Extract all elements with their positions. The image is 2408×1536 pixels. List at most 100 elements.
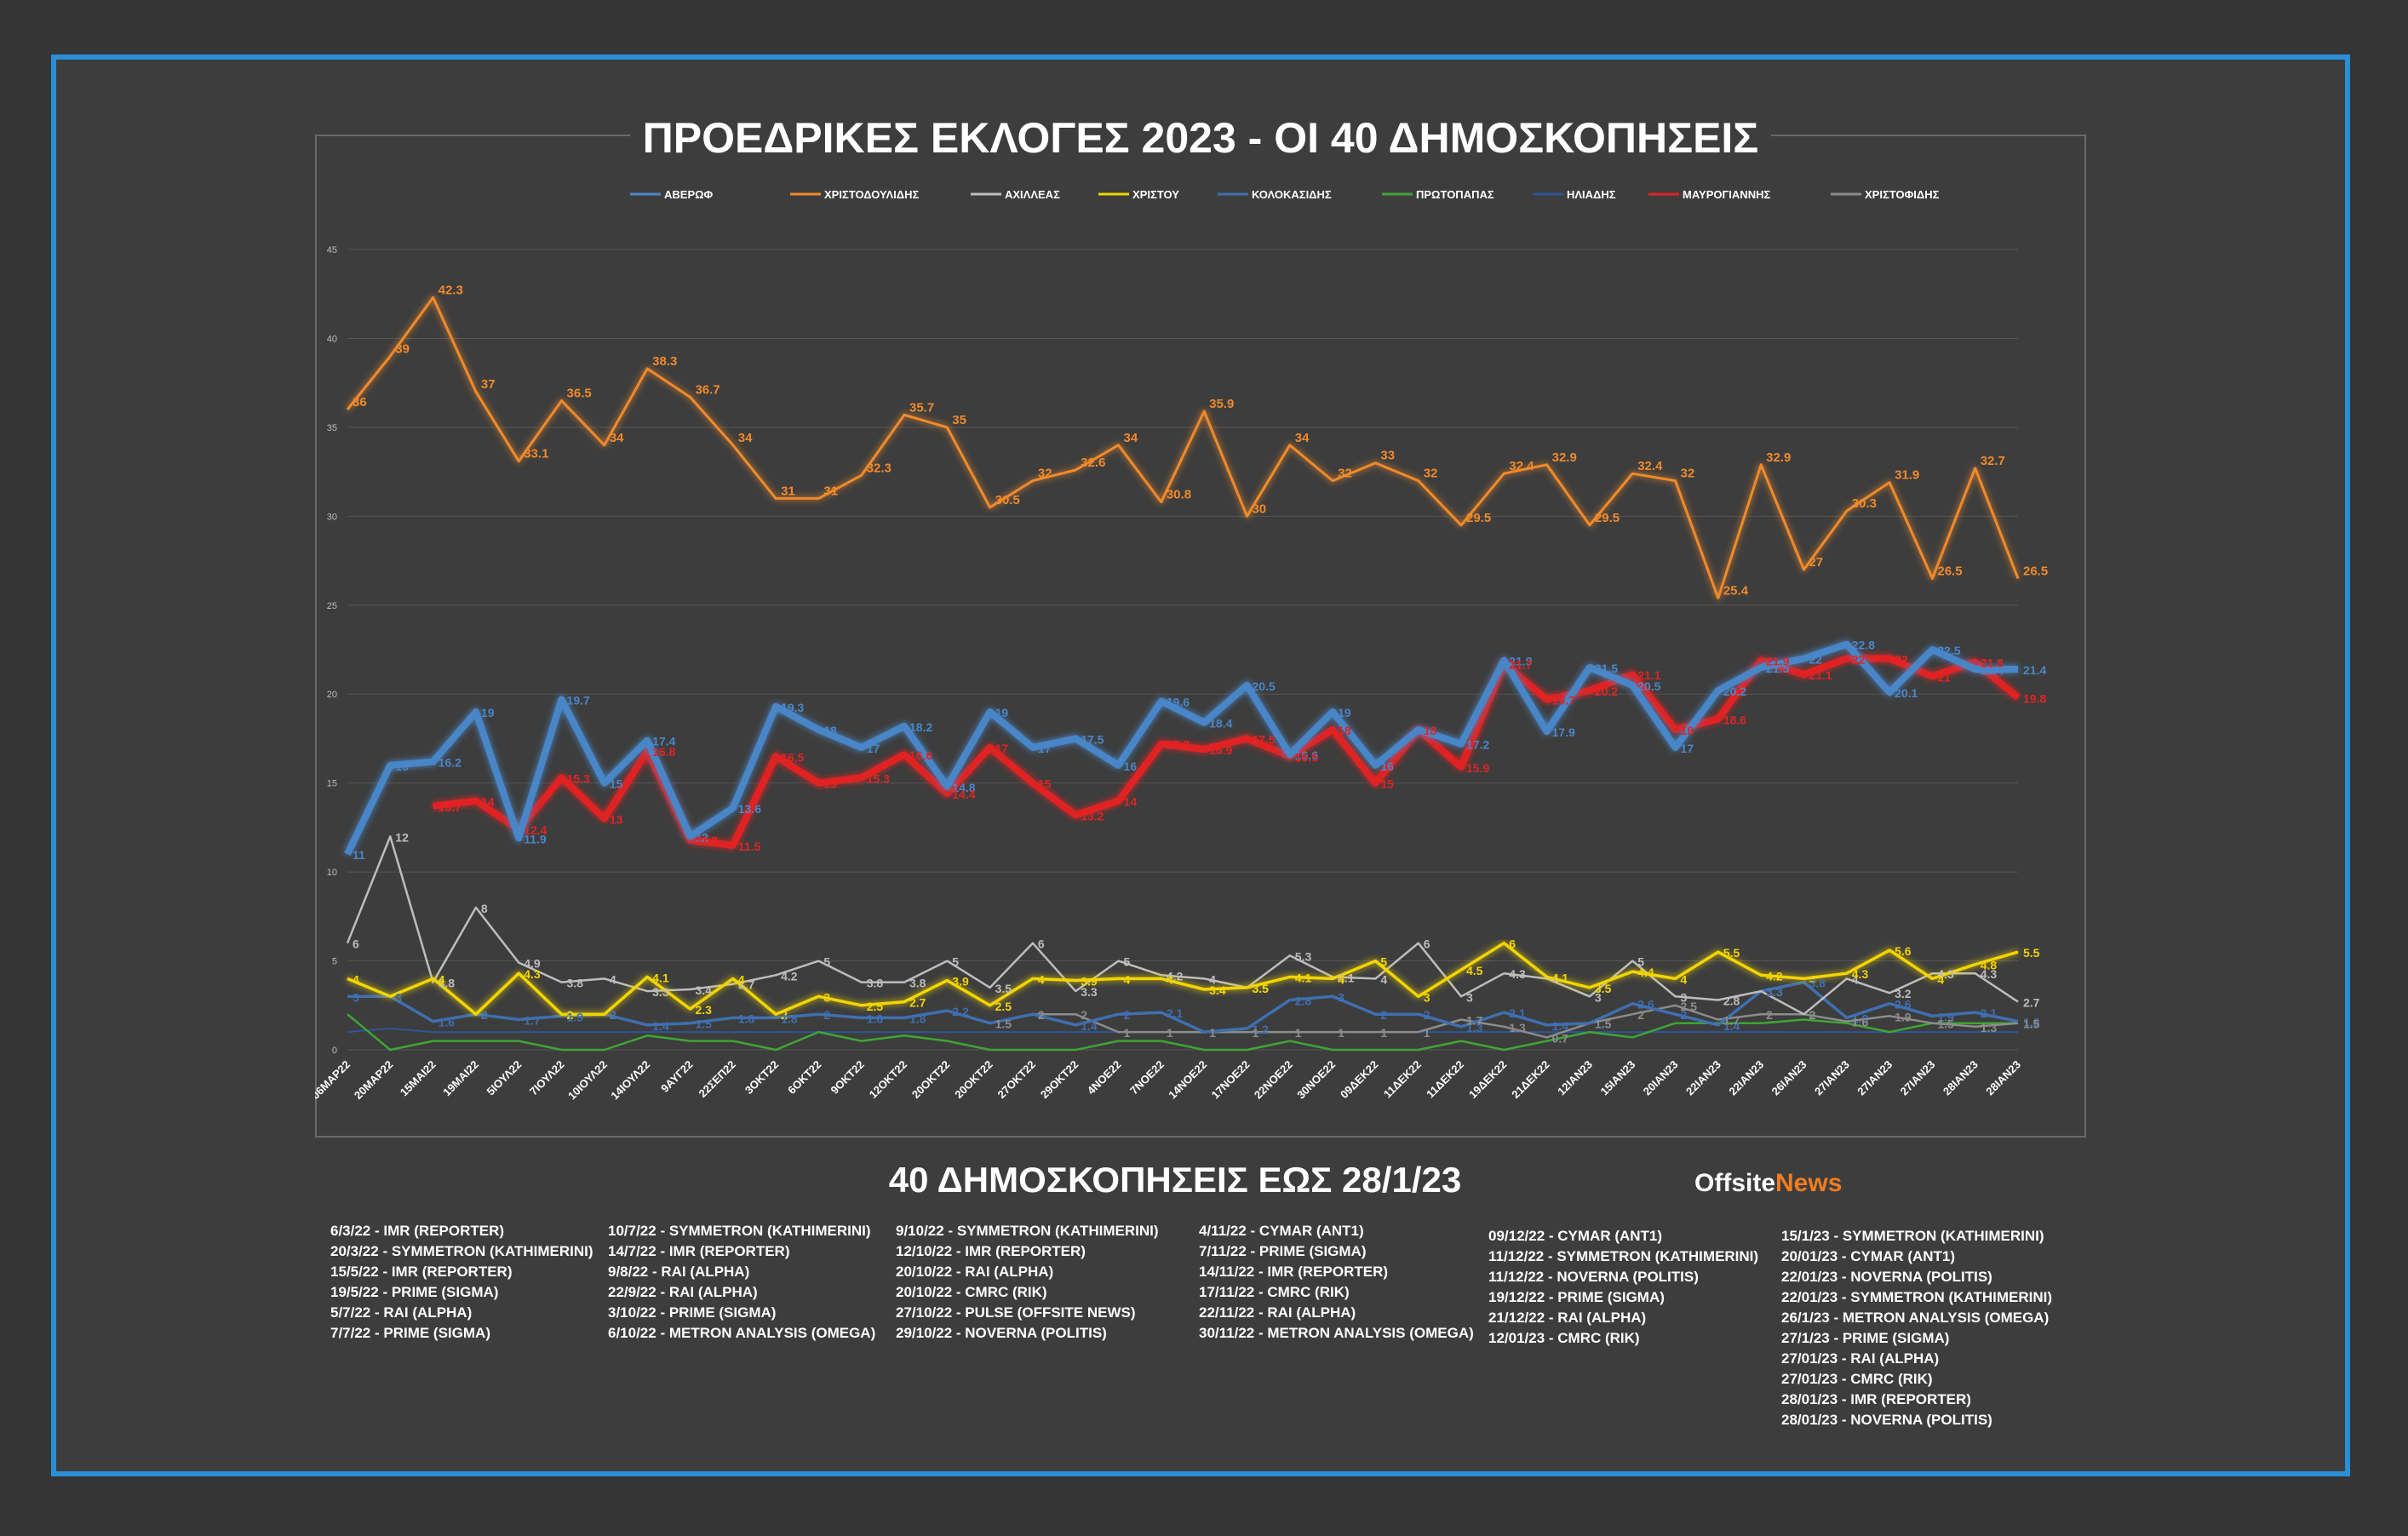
data-label: 3 [1681, 990, 1688, 1004]
data-label: 22 [1895, 652, 1908, 666]
x-tick-label: 4ΝΟΕ22 [1085, 1058, 1124, 1098]
data-label: 4.1 [1295, 971, 1312, 984]
data-label: 3.4 [1209, 983, 1226, 997]
poll-column: 9/10/22 - SYMMETRON (KATHIMERINI) 12/10/2… [896, 1221, 1159, 1344]
x-tick-label: 12ΟΚΤ22 [867, 1058, 909, 1101]
data-label: 4.4 [1637, 966, 1654, 979]
data-label: 15.9 [1466, 761, 1489, 775]
data-label: 21.1 [1637, 668, 1660, 682]
data-label: 5.6 [1895, 944, 1912, 958]
data-label: 1.5 [1937, 1017, 1954, 1031]
data-label: 1.5 [1595, 1017, 1612, 1031]
data-label: 1.9 [567, 1010, 584, 1023]
poll-entry: 15/1/23 - SYMMETRON (KATHIMERINI) [1781, 1228, 2044, 1244]
data-label: 1.5 [2023, 1017, 2040, 1031]
data-label: 2 [1637, 1008, 1644, 1022]
x-tick-label: 22ΣΕΠ22 [697, 1058, 738, 1100]
data-label: 34 [1124, 431, 1138, 445]
legend-item: ΑΒΕΡΩΦ [664, 188, 714, 201]
data-label: 17.2 [1466, 738, 1489, 752]
poll-entry: 7/7/22 - PRIME (SIGMA) [330, 1325, 490, 1341]
data-label: 21.8 [1981, 656, 2004, 670]
x-tick-label: 22ΝΟΕ22 [1252, 1058, 1295, 1102]
data-label: 3 [1424, 990, 1430, 1004]
poll-entry: 28/01/23 - IMR (REPORTER) [1781, 1391, 1971, 1407]
data-label: 1 [1124, 1026, 1131, 1040]
data-label: 16.6 [1295, 748, 1318, 762]
x-tick-label: 30ΝΟΕ22 [1294, 1058, 1338, 1102]
poll-entry: 10/7/22 - SYMMETRON (KATHIMERINI) [608, 1223, 871, 1239]
poll-entry: 15/5/22 - IMR (REPORTER) [330, 1264, 513, 1280]
data-label: 42.3 [439, 283, 463, 297]
data-label: 32.4 [1509, 459, 1534, 473]
data-label: 17 [995, 742, 1009, 755]
poll-column: 09/12/22 - CYMAR (ANT1) 11/12/22 - SYMMET… [1488, 1226, 1758, 1349]
x-tick-label: 06ΜΑΡ22 [315, 1058, 353, 1102]
series-line [346, 835, 2019, 1016]
data-label: 12.4 [524, 823, 547, 837]
data-label: 1 [1167, 1026, 1173, 1040]
x-tick-label: 27ΙΑΝ23 [1812, 1058, 1852, 1098]
data-label: 0.7 [1552, 1031, 1569, 1045]
data-label: 32.3 [867, 461, 892, 475]
poll-entry: 21/12/22 - RAI (ALPHA) [1488, 1310, 1647, 1326]
data-label: 21.9 [1509, 655, 1532, 668]
data-label: 1.5 [995, 1017, 1012, 1031]
data-label: 17 [1681, 742, 1694, 755]
data-label: 30.3 [1852, 496, 1877, 511]
data-label: 4.2 [781, 969, 798, 983]
data-label: 17 [867, 742, 880, 755]
data-label: 31.9 [1895, 468, 1919, 483]
poll-entry: 26/1/23 - METRON ANALYSIS (OMEGA) [1781, 1310, 2050, 1326]
x-tick-label: 3ΟΚΤ22 [742, 1058, 781, 1097]
x-tick-label: 28ΙΑΝ23 [1983, 1058, 2023, 1098]
data-label: 19.7 [567, 693, 590, 707]
poll-entry: 28/01/23 - NOVERNA (POLITIS) [1781, 1412, 1992, 1428]
data-label: 32 [1681, 467, 1695, 481]
data-label: 32.6 [1081, 456, 1105, 470]
data-label: 4 [439, 972, 445, 986]
data-label: 15 [610, 777, 623, 791]
poll-entry: 22/01/23 - SYMMETRON (KATHIMERINI) [1781, 1289, 2053, 1305]
data-label: 8 [481, 902, 488, 915]
data-label: 15 [1038, 777, 1052, 791]
data-label: 34 [738, 431, 753, 445]
data-label: 4.8 [1981, 959, 1998, 972]
data-label: 2.5 [867, 1000, 884, 1013]
poll-entry: 11/12/22 - NOVERNA (POLITIS) [1488, 1269, 1699, 1285]
poll-entry: 3/10/22 - PRIME (SIGMA) [608, 1304, 777, 1321]
data-label: 26.5 [2023, 564, 2048, 578]
y-tick-label: 25 [327, 601, 337, 611]
data-label: 1 [1295, 1026, 1302, 1040]
x-tick-label: 10ΙΟΥΛ22 [565, 1058, 610, 1103]
data-label: 2 [610, 1008, 616, 1022]
data-label: 18.6 [1723, 713, 1746, 726]
y-tick-label: 45 [327, 245, 337, 255]
data-label: 16.9 [1209, 743, 1232, 757]
data-label: 4 [1380, 972, 1387, 986]
x-tick-label: 19ΜΑΙ22 [440, 1058, 481, 1099]
data-label: 1 [1252, 1026, 1258, 1040]
data-label: 1 [1338, 1026, 1344, 1040]
poll-entry: 17/11/22 - CMRC (RIK) [1199, 1284, 1350, 1300]
data-label: 1.9 [1937, 1010, 1954, 1023]
x-tick-label: 22ΙΑΝ23 [1726, 1058, 1766, 1098]
poll-entry: 9/8/22 - RAI (ALPHA) [608, 1264, 750, 1280]
data-label: 19 [481, 706, 495, 719]
data-label: 33.1 [524, 447, 548, 461]
poll-entry: 19/12/22 - PRIME (SIGMA) [1488, 1289, 1665, 1305]
x-tick-label: 27ΙΑΝ23 [1898, 1058, 1938, 1098]
poll-entry: 20/3/22 - SYMMETRON (KATHIMERINI) [330, 1243, 593, 1259]
poll-entry: 27/10/22 - PULSE (OFFSITE NEWS) [896, 1304, 1136, 1321]
data-label: 1.6 [2023, 1016, 2040, 1029]
data-label: 1.2 [1252, 1023, 1269, 1036]
poll-entry: 22/01/23 - NOVERNA (POLITIS) [1781, 1269, 1992, 1285]
data-label: 4.1 [1338, 971, 1355, 984]
data-label: 3 [353, 990, 359, 1004]
x-tick-label: 15ΙΑΝ23 [1597, 1058, 1637, 1098]
data-label: 2 [823, 1008, 830, 1022]
brand-logo: OffsiteNews [1694, 1166, 1842, 1201]
data-label: 4.2 [1766, 969, 1783, 983]
x-tick-label: 20ΟΚΤ22 [909, 1058, 952, 1101]
data-label: 3.5 [1252, 982, 1269, 995]
